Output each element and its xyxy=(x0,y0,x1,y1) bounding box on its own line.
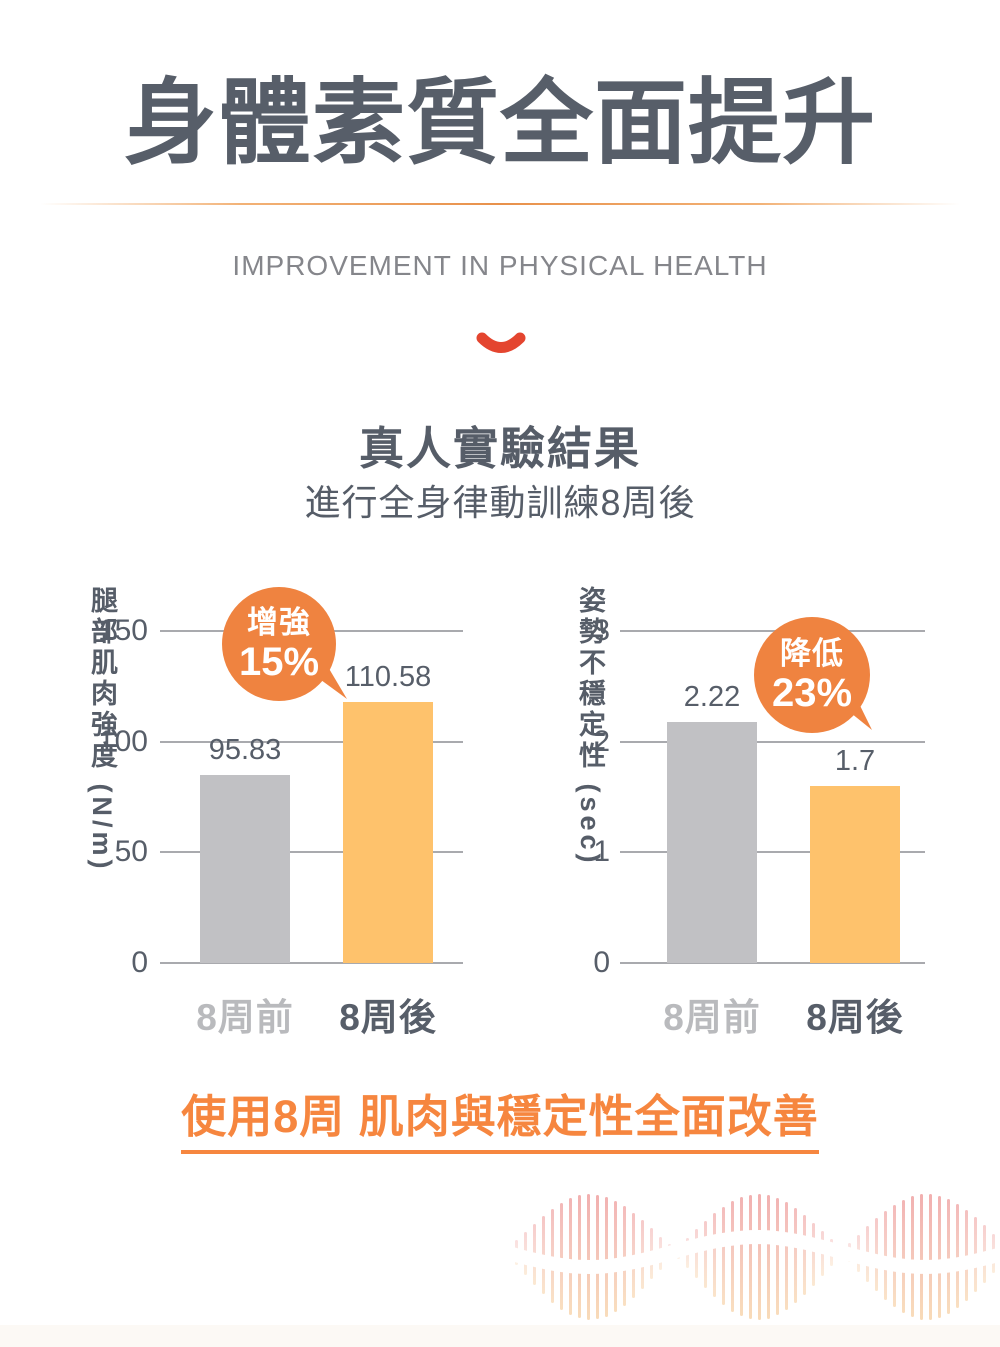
wave-bar xyxy=(947,1199,950,1314)
page-title: 身體素質全面提升 xyxy=(124,71,876,175)
bar-after xyxy=(343,702,433,963)
wave-bar xyxy=(929,1194,932,1320)
badge-percent: 15% xyxy=(238,639,320,684)
badge-text: 增強 xyxy=(247,604,311,640)
y-axis-label: 腿部肌肉強度 (N/m) xyxy=(87,586,117,873)
tick-label: 2 xyxy=(593,724,610,758)
page-subtitle: IMPROVEMENT IN PHYSICAL HEALTH xyxy=(232,250,768,281)
wave-bar xyxy=(731,1201,734,1312)
gridline xyxy=(160,962,463,964)
tick-label: 0 xyxy=(131,946,148,979)
wave-bar xyxy=(794,1208,797,1304)
wave-bar xyxy=(695,1229,698,1279)
section-subheading: 進行全身律動訓練8周後 xyxy=(304,482,696,523)
tick-label: 0 xyxy=(593,946,610,979)
footer-headline-text: 使用8周 肌肉與穩定性全面改善 xyxy=(181,1080,819,1154)
wave-bar xyxy=(938,1195,941,1318)
value-label: 2.22 xyxy=(683,681,741,713)
tick-label: 1 xyxy=(593,835,610,869)
bar-before xyxy=(667,722,757,963)
tick-label: 3 xyxy=(593,614,610,647)
value-label: 95.83 xyxy=(208,734,282,766)
category-label: 8周前 xyxy=(196,997,294,1038)
wave-bar xyxy=(902,1199,905,1314)
gridline xyxy=(160,851,463,854)
plot-area: 95.83 8周前 110.58 8周後 xyxy=(160,630,463,1038)
wave-bar xyxy=(893,1204,896,1308)
wave-bar xyxy=(704,1220,707,1289)
wave-bar xyxy=(560,1202,563,1310)
wave-bar xyxy=(569,1198,572,1315)
value-label: 110.58 xyxy=(344,661,432,693)
wave-bar xyxy=(578,1195,581,1319)
wave-bar xyxy=(767,1195,770,1319)
wave-bar xyxy=(776,1197,779,1316)
wave-bar xyxy=(812,1222,815,1286)
tick-label: 150 xyxy=(97,614,148,647)
leg-muscle-strength-chart: 腿部肌肉強度 (N/m) 0 50 100 150 95.83 8周前 110.58 8周後… xyxy=(40,580,480,1038)
wave-bar xyxy=(758,1194,761,1320)
wave-bar xyxy=(722,1206,725,1306)
smile-curve-icon xyxy=(476,330,526,363)
wave-bar xyxy=(920,1194,923,1320)
section-heading: 真人實驗結果 xyxy=(358,423,641,474)
gridline xyxy=(620,962,925,964)
wave-bar xyxy=(956,1204,959,1309)
wave-bar xyxy=(713,1213,716,1298)
wave-bar xyxy=(623,1205,626,1306)
sound-wave-decoration xyxy=(500,1180,1000,1347)
divider-line xyxy=(40,203,960,205)
y-axis-label: 姿勢不穩定性 (sec) xyxy=(575,586,605,867)
wave-bar xyxy=(740,1197,743,1317)
wave-bar xyxy=(785,1202,788,1311)
wave-bar xyxy=(551,1208,554,1303)
category-label: 8周後 xyxy=(806,997,904,1038)
wave-bar xyxy=(749,1194,752,1320)
wave-bar xyxy=(605,1196,608,1317)
category-label: 8周後 xyxy=(339,997,437,1038)
category-label: 8周前 xyxy=(663,997,761,1038)
wave-bar xyxy=(803,1214,806,1296)
bar-before xyxy=(200,775,290,963)
wave-bar xyxy=(587,1194,590,1320)
tick-label: 50 xyxy=(114,835,148,869)
wave-bar xyxy=(965,1210,968,1301)
wave-bar xyxy=(596,1194,599,1320)
bottom-band xyxy=(0,1325,1000,1347)
wave-bar xyxy=(614,1200,617,1313)
gridline xyxy=(620,851,925,854)
badge-percent: 23% xyxy=(771,670,853,715)
tick-label: 100 xyxy=(97,724,148,758)
footer-headline: 使用8周 肌肉與穩定性全面改善 xyxy=(0,1080,1000,1154)
wave-white-stripe xyxy=(500,1229,1000,1275)
badge-text: 降低 xyxy=(780,635,844,671)
plot-area: 2.22 8周前 1.7 8周後 xyxy=(620,630,925,1038)
wave-bar xyxy=(884,1210,887,1300)
bar-after xyxy=(810,786,900,963)
posture-instability-chart: 姿勢不穩定性 (sec) 0 1 2 3 2.22 8周前 1.7 8周後 降低 23% xyxy=(530,580,970,1038)
gridline xyxy=(620,740,925,743)
gridline xyxy=(160,740,463,743)
value-label: 1.7 xyxy=(834,745,876,777)
wave-bar xyxy=(911,1196,914,1318)
